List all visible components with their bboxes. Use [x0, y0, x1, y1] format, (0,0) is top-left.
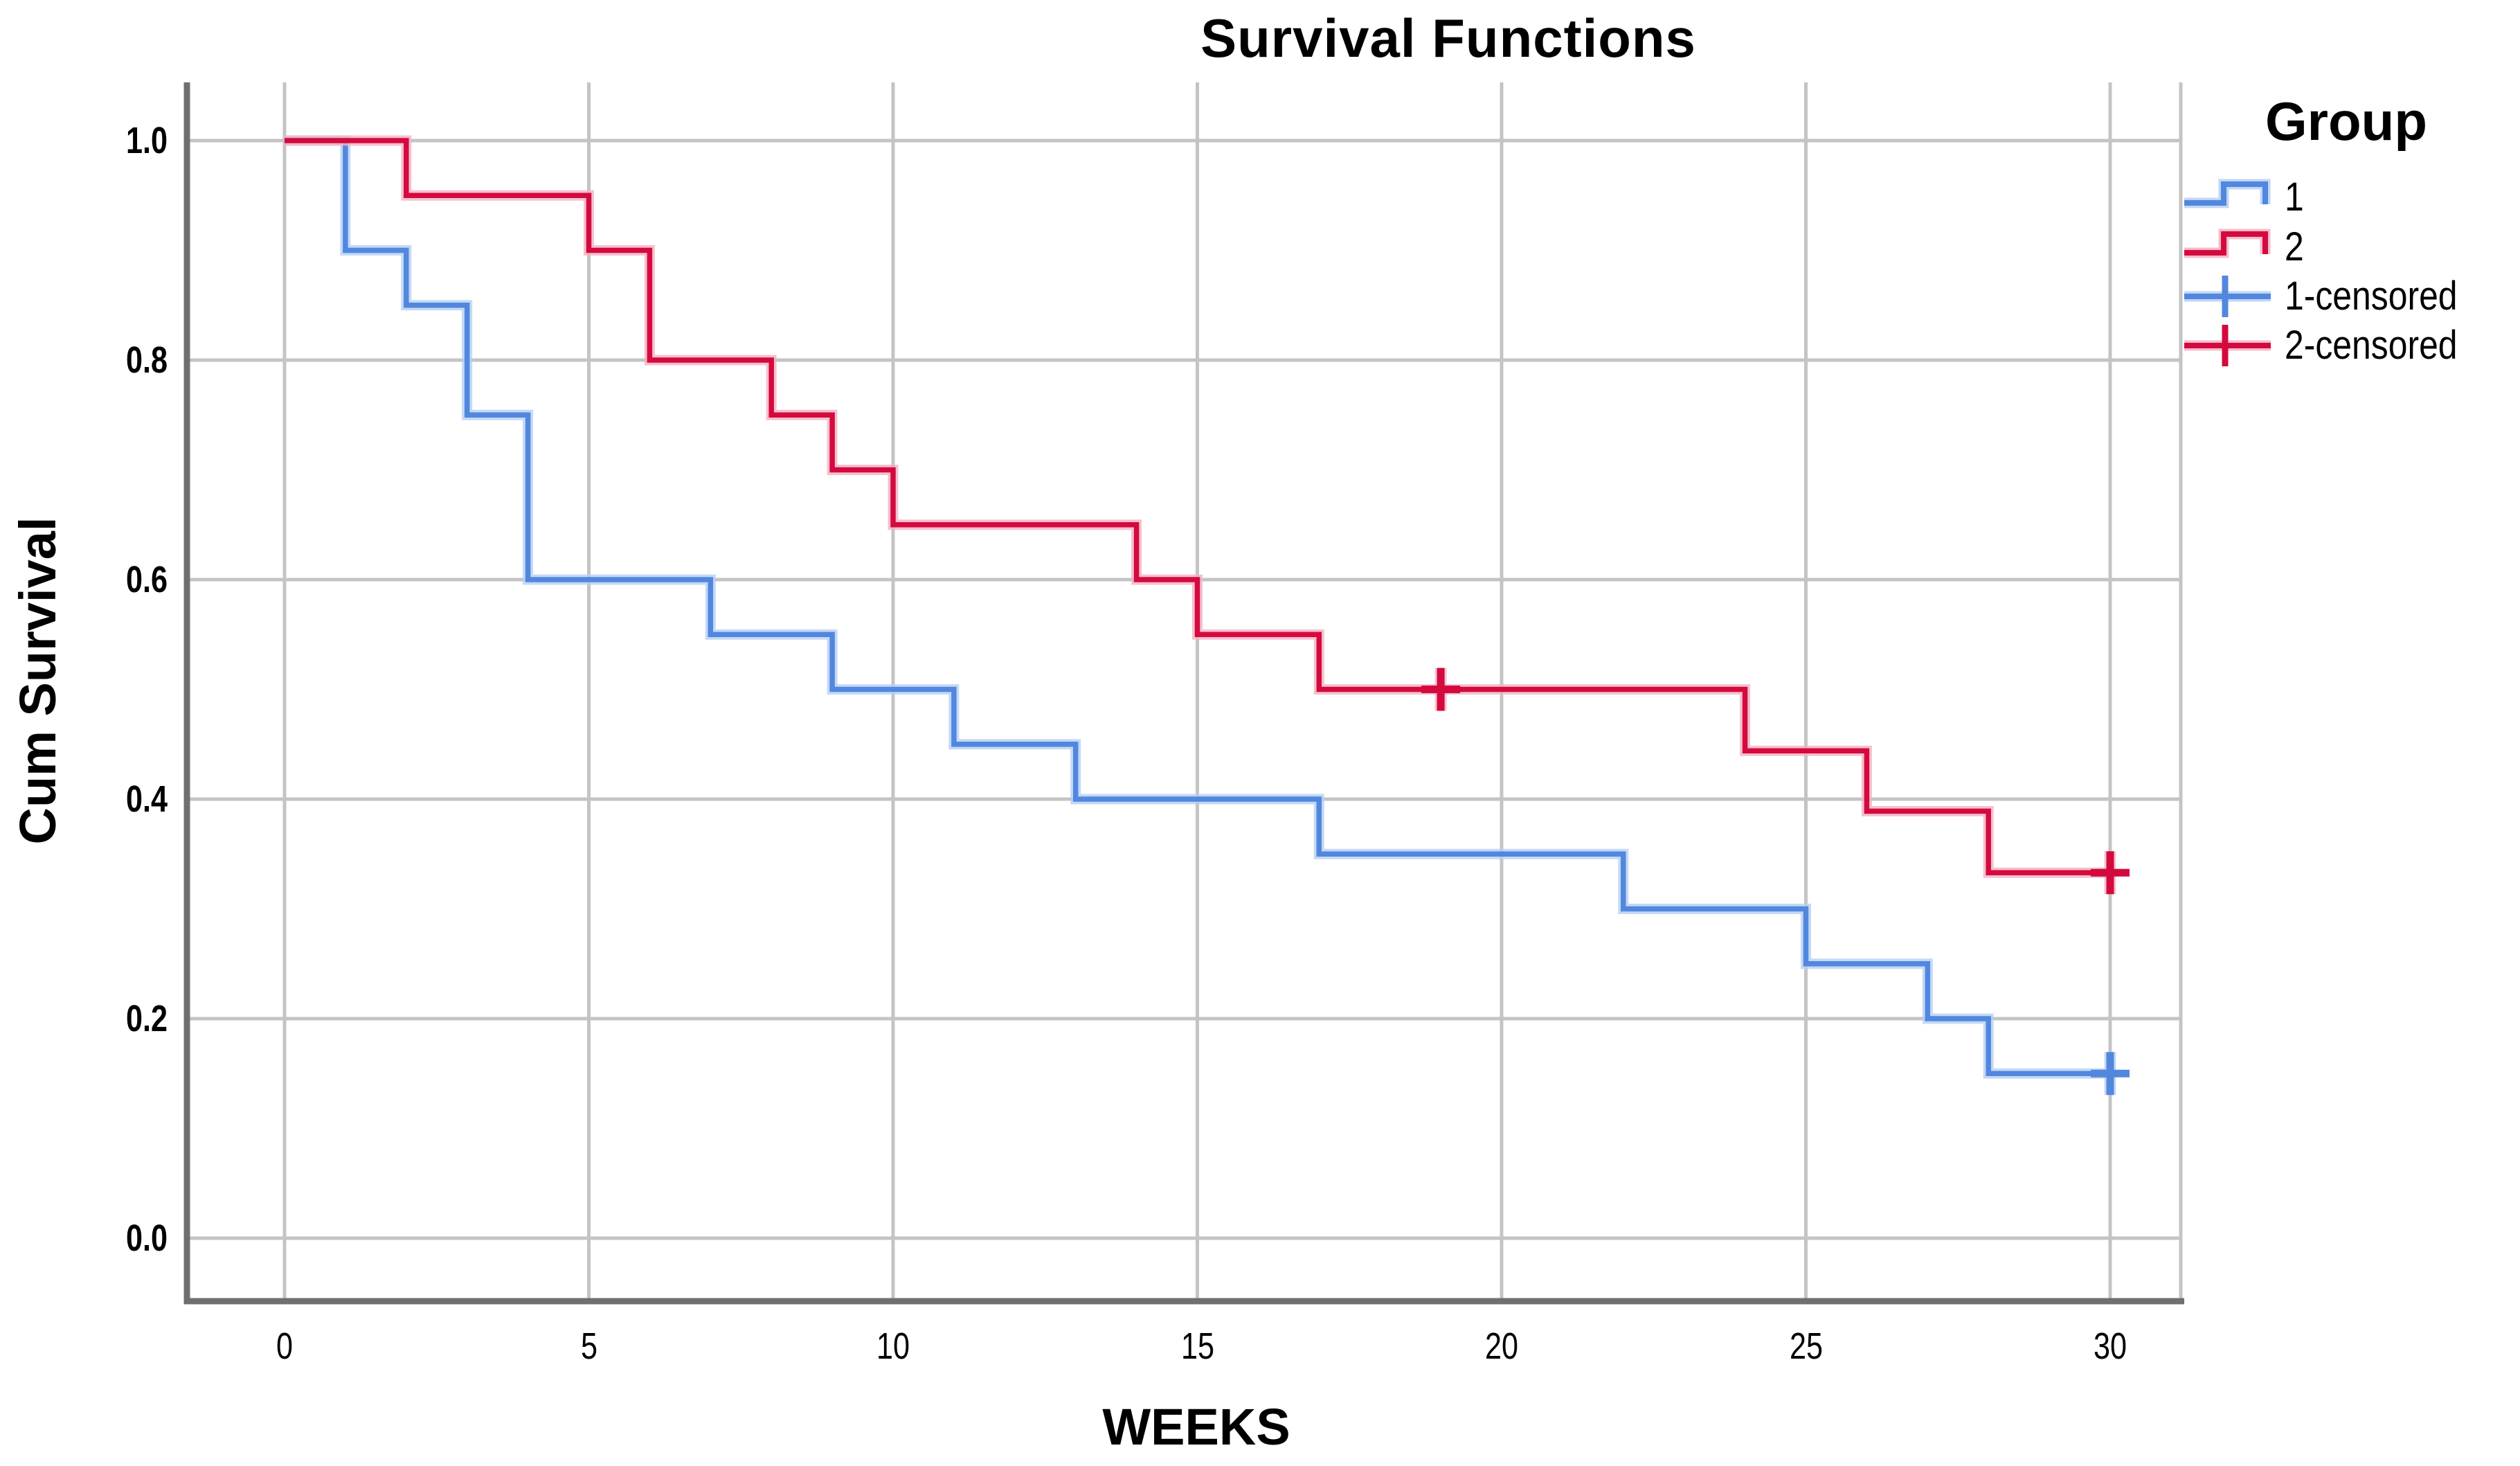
group2-step-line-icon — [2184, 229, 2271, 258]
x-tick-label-0: 0 — [276, 1325, 294, 1367]
x-tick-label-10: 10 — [876, 1325, 910, 1367]
legend-label-group2: 2 — [2285, 224, 2304, 269]
x-tick-label-15: 15 — [1180, 1325, 1215, 1367]
x-tick-label-20: 20 — [1484, 1325, 1519, 1367]
legend-item-group2: 2 — [2174, 222, 2520, 272]
legend-label-group1-censored: 1-censored — [2285, 274, 2458, 319]
group1-step-line-icon — [2184, 179, 2271, 208]
y-tick-label-0.0: 0.0 — [125, 1217, 168, 1259]
chart-title: Survival Functions — [1200, 8, 1696, 69]
survival-curve-group2 — [285, 138, 2110, 875]
legend-item-group1: 1 — [2174, 172, 2520, 222]
y-tick-label-0.6: 0.6 — [125, 559, 168, 600]
survival-curve-group1 — [285, 138, 2110, 1076]
legend-item-group2-censored: 2-censored — [2174, 321, 2520, 370]
legend-label-group2-censored: 2-censored — [2285, 323, 2458, 368]
group2-censored-plus-icon — [2184, 325, 2271, 366]
y-tick-label-0.4: 0.4 — [125, 778, 168, 820]
y-tick-label-1.0: 1.0 — [125, 120, 168, 161]
legend-label-group1: 1 — [2285, 175, 2304, 220]
y-axis-title: Cum Survival — [9, 517, 66, 845]
y-tick-label-0.8: 0.8 — [125, 339, 168, 381]
group1-censored-plus-icon — [2184, 276, 2271, 317]
legend-item-group1-censored: 1-censored — [2174, 271, 2520, 321]
x-tick-label-5: 5 — [580, 1325, 598, 1367]
legend-title: Group — [2265, 91, 2427, 152]
x-tick-label-25: 25 — [1789, 1325, 1824, 1367]
x-axis-title: WEEKS — [1102, 1398, 1290, 1456]
x-tick-label-30: 30 — [2093, 1325, 2127, 1367]
y-tick-label-0.2: 0.2 — [125, 998, 168, 1039]
